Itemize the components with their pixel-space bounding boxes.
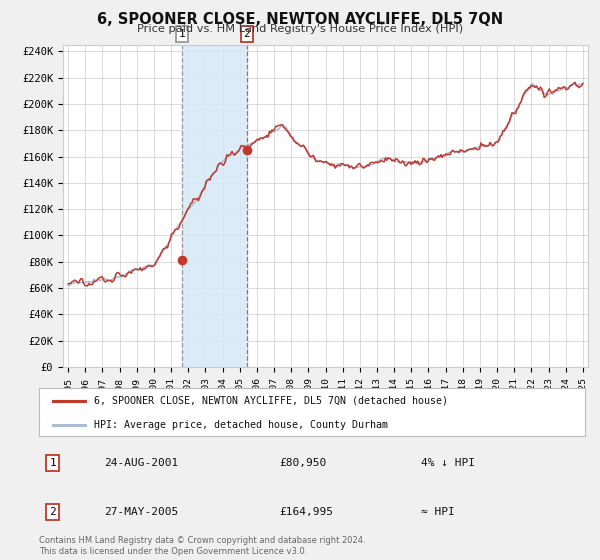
Text: Price paid vs. HM Land Registry's House Price Index (HPI): Price paid vs. HM Land Registry's House … xyxy=(137,24,463,34)
Text: 2: 2 xyxy=(243,29,250,39)
Bar xyxy=(182,45,247,367)
Text: 1: 1 xyxy=(49,458,56,468)
Text: 27-MAY-2005: 27-MAY-2005 xyxy=(104,507,179,517)
Text: £80,950: £80,950 xyxy=(279,458,326,468)
Text: 6, SPOONER CLOSE, NEWTON AYCLIFFE, DL5 7QN: 6, SPOONER CLOSE, NEWTON AYCLIFFE, DL5 7… xyxy=(97,12,503,27)
Text: £164,995: £164,995 xyxy=(279,507,333,517)
Text: 24-AUG-2001: 24-AUG-2001 xyxy=(104,458,179,468)
Text: 1: 1 xyxy=(179,29,185,39)
Text: HPI: Average price, detached house, County Durham: HPI: Average price, detached house, Coun… xyxy=(94,420,388,430)
Text: ≈ HPI: ≈ HPI xyxy=(421,507,455,517)
Text: 4% ↓ HPI: 4% ↓ HPI xyxy=(421,458,475,468)
Text: 2: 2 xyxy=(49,507,56,517)
Text: Contains HM Land Registry data © Crown copyright and database right 2024.
This d: Contains HM Land Registry data © Crown c… xyxy=(39,536,365,556)
Text: 6, SPOONER CLOSE, NEWTON AYCLIFFE, DL5 7QN (detached house): 6, SPOONER CLOSE, NEWTON AYCLIFFE, DL5 7… xyxy=(94,396,448,406)
